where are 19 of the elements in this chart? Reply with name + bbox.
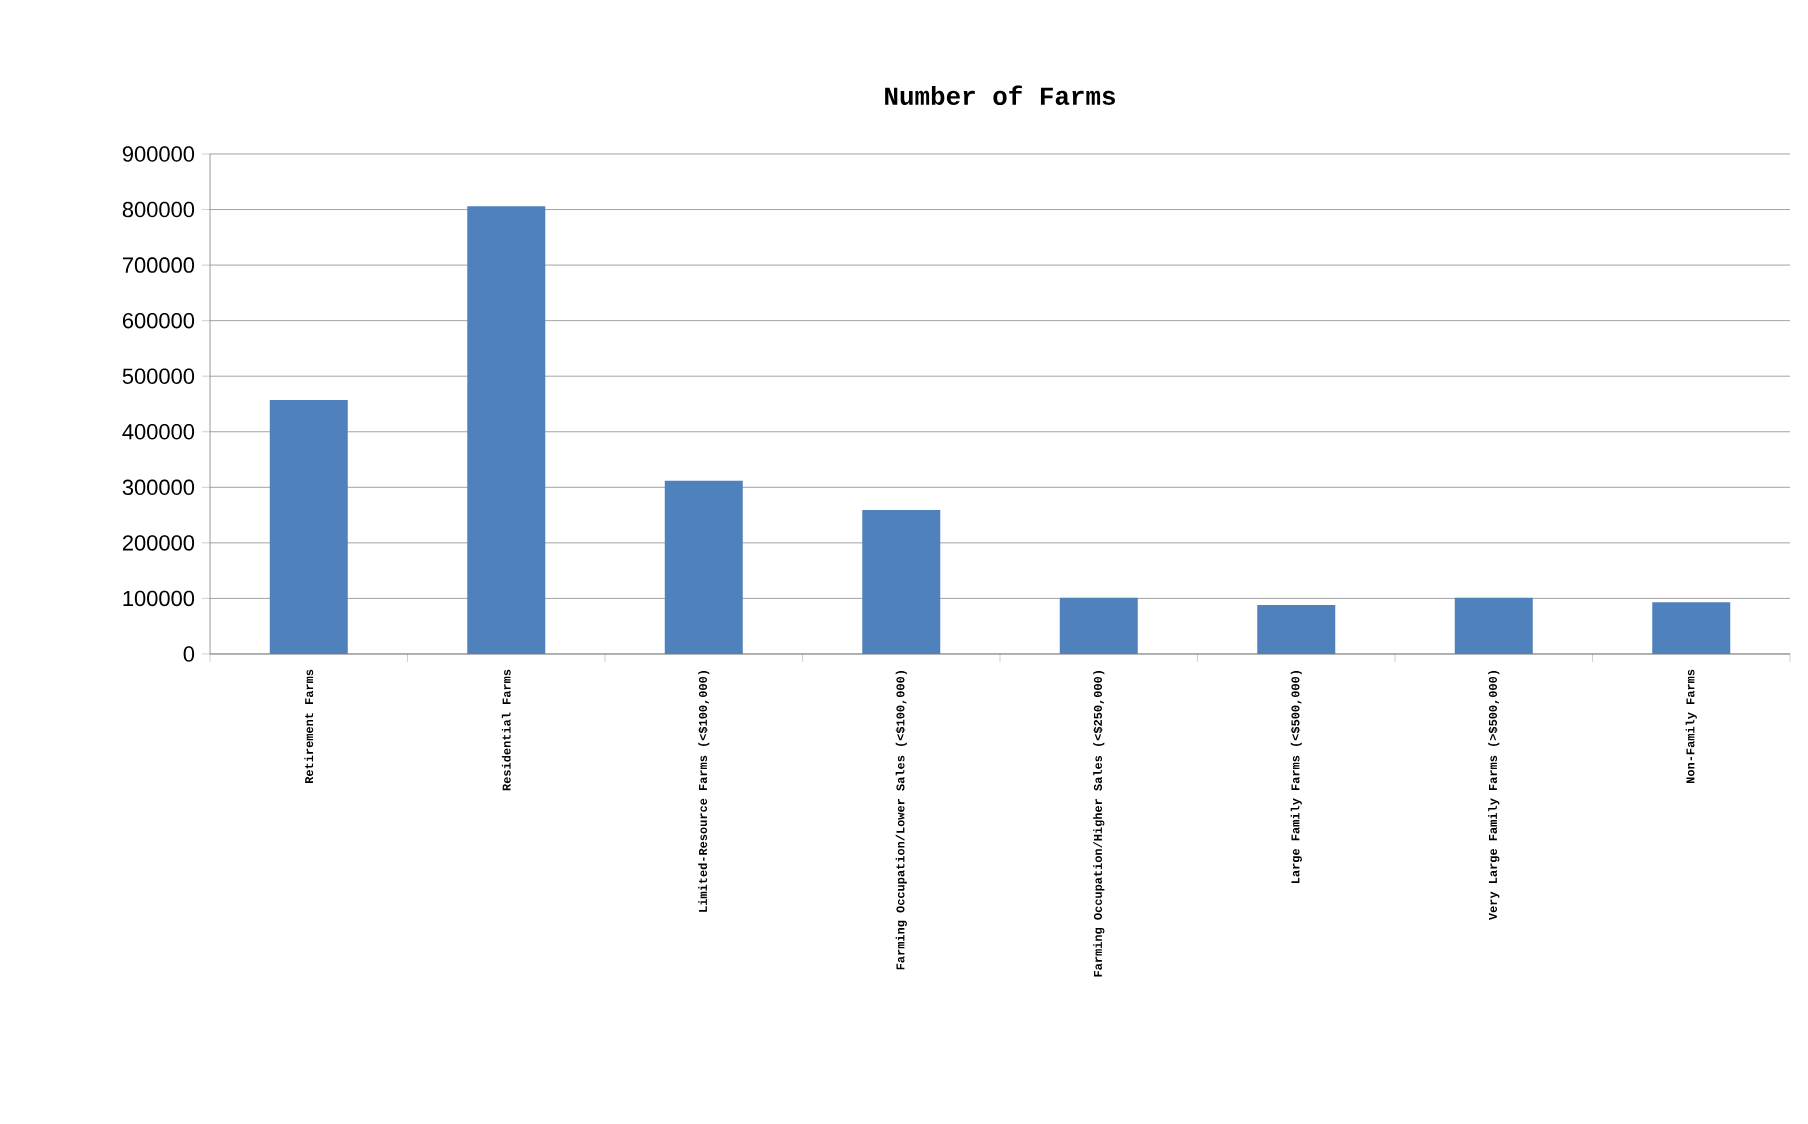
bar	[862, 510, 941, 654]
y-tick-label: 600000	[122, 312, 195, 329]
bar	[664, 480, 743, 654]
bar	[467, 206, 546, 654]
chart-title: Number of Farms	[885, 85, 1115, 105]
y-tick-label: 700000	[122, 257, 195, 273]
y-tick-label: 400000	[122, 424, 195, 440]
bar	[269, 400, 348, 654]
y-tick-label: 900000	[122, 146, 195, 162]
bar	[1059, 597, 1138, 654]
y-tick-label: 200000	[122, 535, 195, 551]
bar	[1454, 597, 1533, 654]
y-tick-label: 0	[183, 646, 195, 662]
y-tick-label: 300000	[122, 479, 195, 496]
bar	[1652, 602, 1731, 654]
y-tick-label: 100000	[123, 590, 195, 607]
y-tick-label: 800000	[122, 201, 195, 218]
bar	[1257, 605, 1336, 654]
y-tick-label: 500000	[122, 368, 195, 384]
